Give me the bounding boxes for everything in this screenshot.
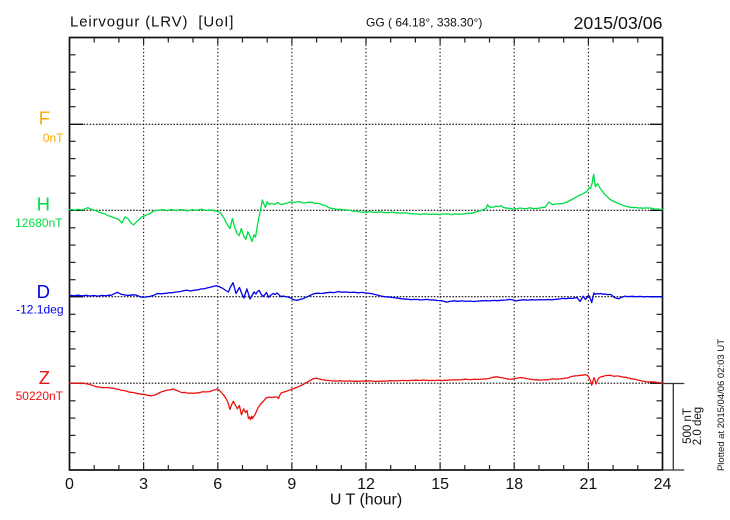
svg-text:F: F [39, 107, 50, 128]
svg-text:U T (hour): U T (hour) [330, 492, 402, 509]
svg-text:D: D [37, 281, 50, 302]
svg-text:12: 12 [357, 476, 375, 493]
svg-text:H: H [37, 193, 50, 214]
svg-text:50220nT: 50220nT [16, 389, 64, 403]
svg-text:2.0 deg: 2.0 deg [692, 407, 704, 445]
svg-text:Plotted at 2015/04/06 02:03 UT: Plotted at 2015/04/06 02:03 UT [716, 339, 727, 471]
svg-text:Z: Z [39, 367, 50, 388]
svg-text:24: 24 [654, 476, 672, 493]
svg-text:0: 0 [65, 476, 74, 493]
svg-text:18: 18 [505, 476, 523, 493]
svg-text:6: 6 [213, 476, 222, 493]
svg-text:9: 9 [287, 476, 296, 493]
svg-text:21: 21 [579, 476, 597, 493]
svg-text:0nT: 0nT [43, 131, 64, 145]
svg-text:500 nT: 500 nT [682, 408, 694, 444]
svg-text:15: 15 [431, 476, 449, 493]
svg-text:GG ( 64.18°, 338.30°): GG ( 64.18°, 338.30°) [366, 16, 482, 30]
svg-text:3: 3 [139, 476, 148, 493]
svg-text:2015/03/06: 2015/03/06 [574, 13, 663, 33]
svg-text:12680nT: 12680nT [15, 216, 63, 230]
svg-text:Leirvogur (LRV) [UoI]: Leirvogur (LRV) [UoI] [70, 14, 234, 31]
svg-text:-12.1deg: -12.1deg [16, 303, 63, 317]
